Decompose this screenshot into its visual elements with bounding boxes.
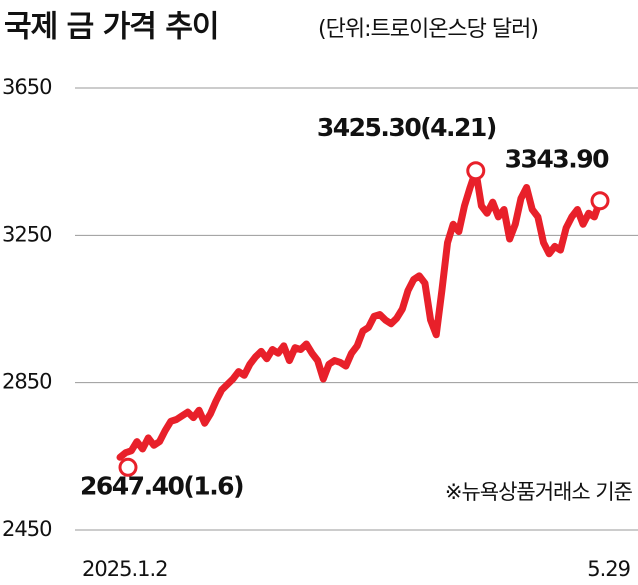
- x-tick-label: 5.29: [587, 557, 630, 581]
- price-line: [116, 167, 604, 461]
- highlight-point: [466, 161, 486, 181]
- note: ※뉴욕상품거래소 기준: [445, 480, 633, 504]
- y-tick-label: 2450: [2, 517, 51, 541]
- x-tick-label: 2025.1.2: [82, 557, 168, 581]
- y-tick-label: 3650: [2, 75, 51, 99]
- annotation: 2647.40(1.6): [80, 471, 243, 500]
- y-tick-label: 2850: [2, 370, 51, 394]
- chart-title: 국제 금 가격 추이: [4, 10, 219, 45]
- chart-subtitle: (단위:트로이온스당 달러): [318, 17, 538, 42]
- annotation: 3343.90: [505, 145, 609, 174]
- y-tick-label: 3250: [2, 222, 51, 246]
- highlight-point: [118, 457, 138, 477]
- annotation: 3425.30(4.21): [317, 113, 496, 142]
- highlight-point: [590, 191, 610, 211]
